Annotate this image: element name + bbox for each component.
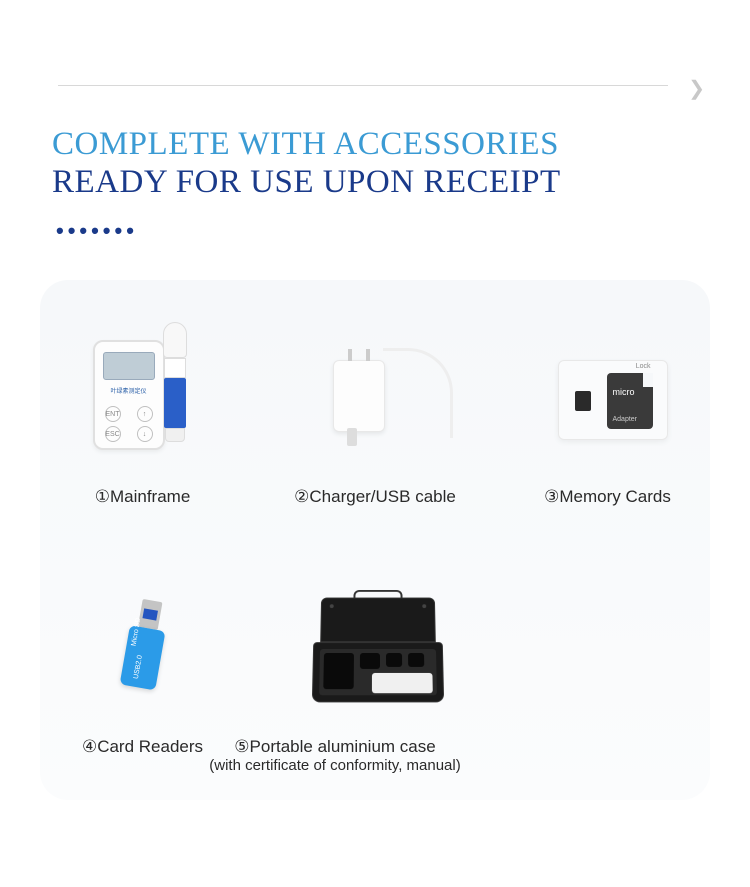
item-sublabel: (with certificate of conformity, manual)	[165, 757, 505, 776]
accessories-grid: 叶绿素测定仪 ENT ↑ ESC ↓ ①Mainframe	[40, 300, 710, 800]
card-reader-icon	[53, 550, 233, 730]
item-label: ⑤Portable aluminium case	[165, 736, 505, 757]
item-mainframe: 叶绿素测定仪 ENT ↑ ESC ↓ ①Mainframe	[40, 300, 245, 507]
aluminium-case-icon	[285, 550, 465, 730]
accessories-card: 叶绿素测定仪 ENT ↑ ESC ↓ ①Mainframe	[40, 280, 710, 800]
item-aluminium-case: ⑤Portable aluminium case (with certifica…	[245, 550, 505, 776]
mainframe-icon: 叶绿素测定仪 ENT ↑ ESC ↓	[53, 300, 233, 480]
item-memory-cards: Lock ③Memory Cards	[505, 300, 710, 507]
item-label: ②Charger/USB cable	[294, 486, 456, 507]
memory-cards-icon: Lock	[518, 300, 698, 480]
item-label: ①Mainframe	[95, 486, 191, 507]
charger-icon	[285, 300, 465, 480]
item-card-readers: ④Card Readers	[40, 550, 245, 757]
heading-line-1: COMPLETE WITH ACCESSORIES	[52, 126, 561, 164]
arrow-right-icon: ❯	[688, 76, 705, 101]
divider	[58, 85, 668, 86]
heading-line-2: READY FOR USE UPON RECEIPT	[52, 164, 561, 202]
decorative-dots: •••••••	[56, 218, 138, 244]
item-charger: ②Charger/USB cable	[245, 300, 505, 507]
item-label: ③Memory Cards	[544, 486, 671, 507]
page-heading: COMPLETE WITH ACCESSORIES READY FOR USE …	[52, 126, 561, 202]
